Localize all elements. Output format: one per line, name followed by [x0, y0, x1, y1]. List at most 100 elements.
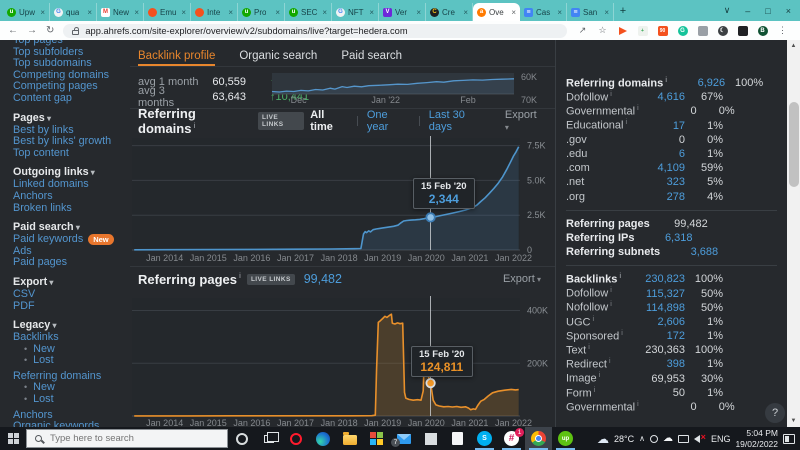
stat-value[interactable]: 6,926: [697, 77, 726, 90]
sidebar-header-pages[interactable]: Pages ▾: [13, 111, 52, 124]
tab-close-icon[interactable]: ×: [511, 7, 516, 17]
back-icon[interactable]: ←: [8, 25, 18, 36]
sidebar-item-ads[interactable]: Ads: [13, 244, 32, 257]
browser-tab[interactable]: a Ove ×: [473, 3, 520, 21]
notes-icon[interactable]: [417, 427, 444, 450]
scrollbar-thumb[interactable]: [788, 102, 799, 187]
scroll-down-icon[interactable]: ▼: [790, 418, 797, 424]
address-bar[interactable]: app.ahrefs.com/site-explorer/overview/v2…: [63, 23, 567, 38]
referring-pages-count[interactable]: 99,482: [303, 272, 342, 286]
sidebar-header-legacy[interactable]: Legacy ▾: [13, 319, 57, 332]
mail-icon[interactable]: 7: [390, 427, 417, 450]
stat-value[interactable]: 17: [672, 119, 686, 132]
tab-close-icon[interactable]: ×: [463, 7, 468, 17]
stat-value[interactable]: 2,606: [657, 315, 685, 328]
browser-tab[interactable]: ≡ Cas ×: [520, 3, 567, 21]
weather-temp[interactable]: 28°C: [613, 433, 635, 444]
sidebar-item-top-content[interactable]: Top content: [13, 146, 69, 159]
sidebar-header-export[interactable]: Export ▾: [13, 275, 54, 288]
browser-tab[interactable]: u Upw ×: [3, 3, 50, 21]
sidebar-item-anchors[interactable]: Anchors: [13, 408, 53, 421]
upwork-icon[interactable]: up: [552, 427, 579, 450]
tab-organic-search[interactable]: Organic search: [239, 50, 318, 62]
scroll-up-icon[interactable]: ▲: [790, 43, 797, 49]
sidebar-subitem-new[interactable]: New: [0, 343, 130, 356]
browser-tab[interactable]: u Pro ×: [238, 3, 285, 21]
grammarly-icon[interactable]: G: [677, 25, 688, 36]
stat-value[interactable]: 323: [666, 176, 685, 189]
sidebar-header-paid-search[interactable]: Paid search ▾: [13, 221, 80, 234]
refresh-icon[interactable]: ↻: [46, 25, 55, 36]
weather-icon[interactable]: ☁: [596, 431, 609, 446]
sidebar-item-paid-pages[interactable]: Paid pages: [13, 256, 68, 269]
stat-value[interactable]: 6: [678, 148, 685, 161]
slack-icon[interactable]: #1: [498, 427, 525, 450]
referring-domains-chart[interactable]: 7.5K 5.0K 2.5K 0 Jan 2014 Jan 2015 Jan 2016 Jan…: [130, 132, 555, 272]
sidebar-subitem-new[interactable]: New: [0, 382, 130, 394]
minimize-icon[interactable]: –: [745, 5, 751, 16]
sidebar-item-content-gap[interactable]: Content gap: [13, 91, 72, 104]
clock[interactable]: 5:04 PM 19/02/2022: [735, 428, 778, 449]
forward-icon[interactable]: →: [27, 25, 37, 36]
help-button[interactable]: ?: [765, 403, 785, 423]
tab-close-icon[interactable]: ×: [322, 7, 327, 17]
sidebar-item-anchors[interactable]: Anchors: [13, 189, 53, 202]
pointer-extension-icon[interactable]: [617, 25, 628, 36]
tab-backlink-profile[interactable]: Backlink profile: [138, 50, 216, 66]
sidebar-item-referring-domains[interactable]: Referring domains: [13, 369, 102, 382]
extension-icon[interactable]: [737, 25, 748, 36]
browser-tab[interactable]: Inte ×: [191, 3, 238, 21]
stat-value[interactable]: 3,688: [690, 246, 719, 259]
sidebar-item-best-by-links[interactable]: Best by links: [13, 123, 74, 136]
stat-value[interactable]: 6,318: [664, 231, 693, 244]
sidebar-item-top-pages[interactable]: Top pages: [13, 40, 63, 46]
stat-value[interactable]: 114,898: [646, 301, 685, 314]
sidebar-item-paid-keywords[interactable]: Paid keywords New: [0, 233, 130, 246]
stat-value[interactable]: 172: [666, 330, 685, 343]
tab-close-icon[interactable]: ×: [181, 7, 186, 17]
sidebar-item-competing-pages[interactable]: Competing pages: [13, 80, 98, 93]
browser-tab[interactable]: u SEC ×: [285, 3, 332, 21]
backlinks-sparkline-chart[interactable]: Dec Jan '22 Feb 60K 70K: [266, 72, 566, 112]
tab-close-icon[interactable]: ×: [369, 7, 374, 17]
sidebar-item-backlinks[interactable]: Backlinks: [13, 331, 59, 344]
sidebar-subitem-lost[interactable]: Lost: [0, 355, 130, 367]
tab-close-icon[interactable]: ×: [604, 7, 609, 17]
stat-value[interactable]: 4,109: [657, 162, 685, 175]
range-all-time[interactable]: All time: [310, 109, 333, 133]
tab-close-icon[interactable]: ×: [416, 7, 421, 17]
share-icon[interactable]: ↗: [578, 25, 587, 35]
sidebar-item-top-subfolders[interactable]: Top subfolders: [13, 45, 84, 58]
browser-tab[interactable]: ≡ San ×: [567, 3, 614, 21]
bookmark-star-icon[interactable]: ☆: [598, 25, 607, 35]
skype-icon[interactable]: S: [471, 427, 498, 450]
volume-muted-icon[interactable]: [693, 432, 706, 444]
cortana-icon[interactable]: [228, 427, 255, 450]
tab-close-icon[interactable]: ×: [557, 7, 562, 17]
onedrive-icon[interactable]: ☁: [662, 433, 673, 444]
sidebar-item-pdf[interactable]: PDF: [13, 299, 35, 312]
profile-avatar[interactable]: B: [757, 25, 768, 36]
sidebar-item-broken-links[interactable]: Broken links: [13, 201, 72, 214]
opera-icon[interactable]: [282, 427, 309, 450]
chrome-icon[interactable]: [525, 427, 552, 450]
darkreader-icon[interactable]: ☾: [717, 25, 728, 36]
app-grid-icon[interactable]: [363, 427, 390, 450]
browser-tab[interactable]: C Cre ×: [426, 3, 473, 21]
capture-extension-icon[interactable]: +: [637, 25, 648, 36]
range-last-30-days[interactable]: Last 30 days: [428, 109, 465, 133]
display-icon[interactable]: [677, 434, 689, 443]
browser-tab[interactable]: V Ver ×: [379, 3, 426, 21]
stat-value[interactable]: 230,823: [645, 273, 685, 286]
taskbar-search[interactable]: [26, 429, 228, 448]
task-view-icon[interactable]: [255, 427, 282, 450]
tab-close-icon[interactable]: ×: [87, 7, 92, 17]
tab-search-icon[interactable]: ∨: [723, 5, 731, 15]
sidebar-header-outgoing-links[interactable]: Outgoing links ▾: [13, 166, 95, 179]
browser-tab[interactable]: G NFT ×: [332, 3, 379, 21]
stat-value[interactable]: 4,616: [657, 91, 685, 104]
tab-paid-search[interactable]: Paid search: [341, 50, 403, 62]
sidebar-item-best-by-links-growth[interactable]: Best by links' growth: [13, 135, 112, 148]
tab-close-icon[interactable]: ×: [275, 7, 280, 17]
